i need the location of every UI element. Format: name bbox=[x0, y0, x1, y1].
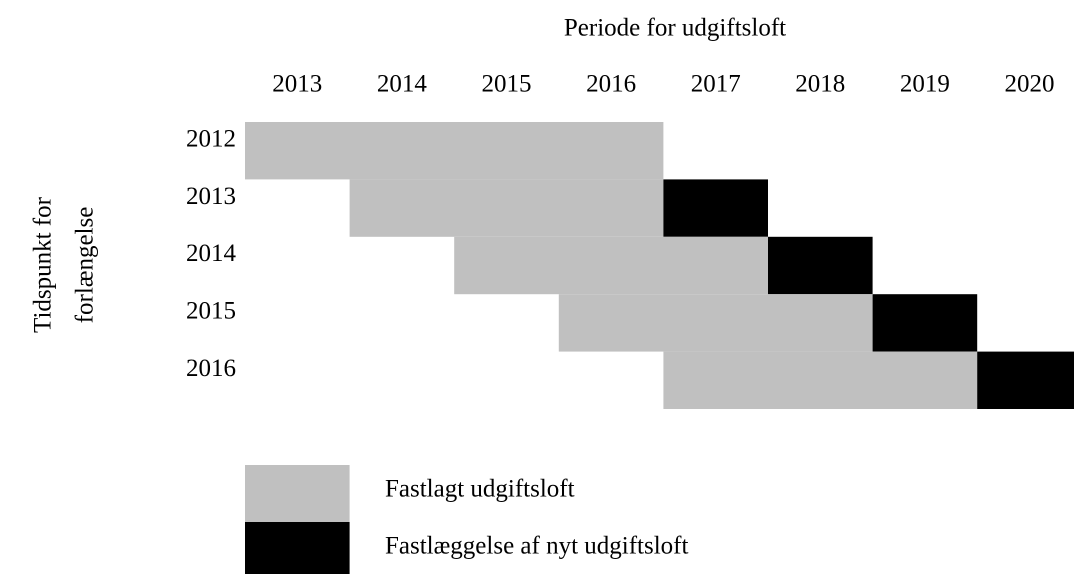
new-cell bbox=[663, 179, 768, 237]
y-label-line: Tidspunkt for bbox=[30, 196, 57, 333]
row-label: 2012 bbox=[186, 125, 236, 152]
row-label: 2013 bbox=[186, 183, 236, 210]
row-label: 2014 bbox=[186, 240, 237, 267]
row-label: 2015 bbox=[186, 298, 236, 325]
fixed-span bbox=[454, 236, 768, 295]
legend-swatch bbox=[245, 522, 350, 574]
legend-label: Fastlagt udgiftsloft bbox=[385, 476, 575, 503]
fixed-span bbox=[349, 179, 664, 237]
column-label: 2014 bbox=[377, 71, 428, 98]
column-label: 2018 bbox=[795, 71, 845, 98]
new-cell bbox=[768, 236, 873, 295]
fixed-span bbox=[663, 351, 978, 409]
column-label: 2013 bbox=[272, 71, 322, 98]
new-cell bbox=[872, 294, 978, 352]
row-label: 2016 bbox=[186, 355, 236, 382]
column-label: 2016 bbox=[586, 71, 636, 98]
fixed-span bbox=[558, 294, 873, 352]
legend-label: Fastlæggelse af nyt udgiftsloft bbox=[385, 533, 688, 560]
legend-swatch bbox=[245, 465, 350, 522]
column-label: 2019 bbox=[900, 71, 950, 98]
title: Periode for udgiftsloft bbox=[564, 15, 786, 42]
y-label-line: forlængelse bbox=[72, 207, 99, 324]
new-cell bbox=[977, 351, 1074, 409]
y-label: Tidspunkt for forlængelse bbox=[30, 196, 99, 333]
column-label: 2015 bbox=[482, 71, 532, 98]
fixed-span bbox=[245, 122, 664, 180]
column-label: 2020 bbox=[1005, 71, 1055, 98]
column-label: 2017 bbox=[691, 71, 741, 98]
